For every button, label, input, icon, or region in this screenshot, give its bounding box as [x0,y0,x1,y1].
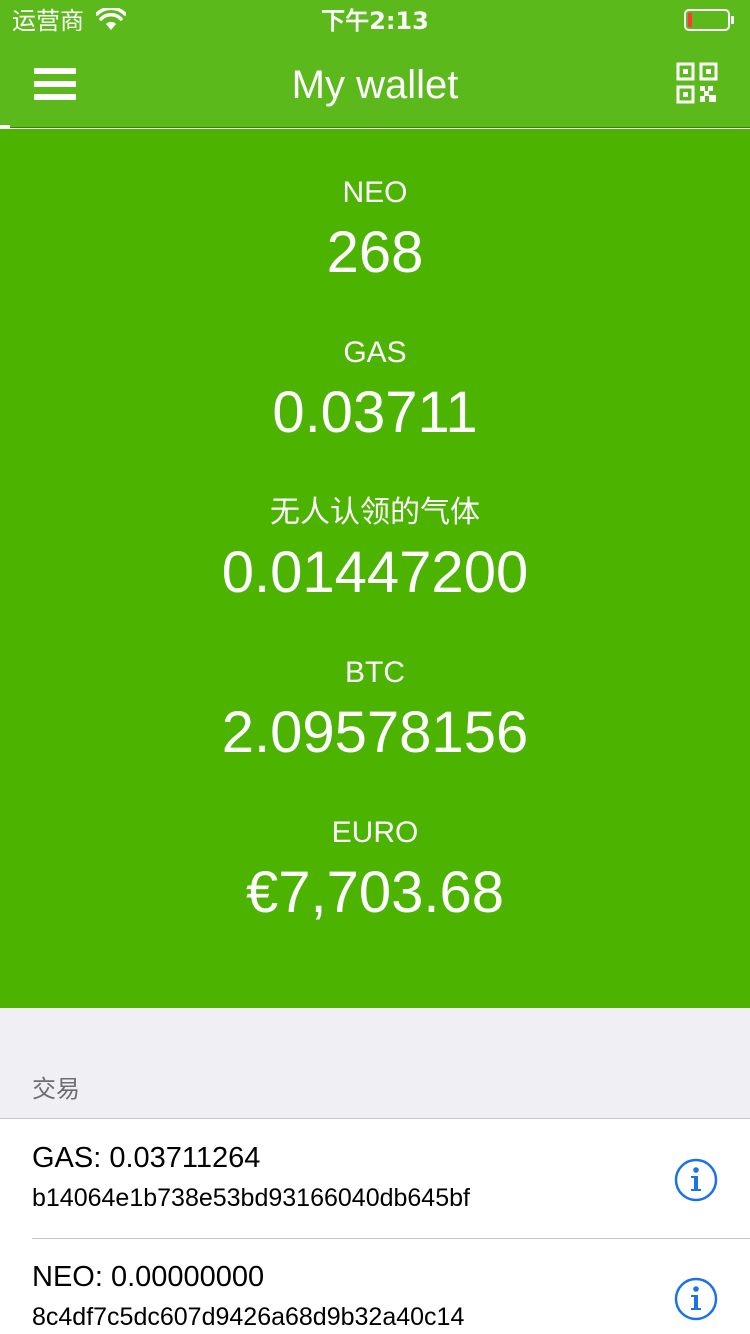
balance-value: 2.09578156 [221,700,529,765]
status-time: 下午2:13 [321,7,429,35]
transactions-section-header: 交易 [0,1008,750,1119]
balance-value: 0.03711 [272,380,478,445]
balance-panel: NEO 268 GAS 0.03711 无人认领的气体 0.01447200 B… [0,129,750,1008]
balance-value: 0.01447200 [221,540,529,605]
transaction-info-button[interactable] [674,1277,718,1321]
balance-btc: BTC 2.09578156 [0,655,750,767]
balance-label: EURO [331,816,419,849]
qr-code-icon [676,62,718,104]
menu-button[interactable] [28,60,84,108]
battery-low-icon [684,9,734,31]
carrier-label: 运营商 [12,7,84,35]
balance-unclaimed-gas: 无人认领的气体 0.01447200 [0,495,750,607]
balance-gas: GAS 0.03711 [0,335,750,447]
balance-value: €7,703.68 [245,860,505,925]
transaction-row[interactable]: GAS: 0.03711264 b14064e1b738e53bd9316604… [0,1120,750,1239]
transaction-amount: NEO: 0.00000000 [32,1261,265,1293]
info-icon [674,1158,718,1202]
hamburger-menu-icon [34,68,76,100]
info-icon [674,1277,718,1321]
balance-label: GAS [343,336,407,369]
qr-code-button[interactable] [672,58,722,108]
transaction-row[interactable]: NEO: 0.00000000 8c4df7c5dc607d9426a68d9b… [0,1239,750,1334]
row-separator [32,1238,750,1239]
balance-label: 无人认领的气体 [270,496,480,529]
balance-neo: NEO 268 [0,175,750,287]
balance-euro: EURO €7,703.68 [0,815,750,927]
status-bar: 运营商 下午2:13 [0,0,750,40]
transactions-title: 交易 [32,1075,80,1103]
wifi-icon [96,8,126,30]
transaction-hash: 8c4df7c5dc607d9426a68d9b32a40c14 [32,1303,465,1331]
page-title: My wallet [291,63,459,107]
nav-indicator [0,125,10,128]
transaction-info-button[interactable] [674,1158,718,1202]
balance-label: NEO [342,176,408,209]
transaction-amount: GAS: 0.03711264 [32,1142,261,1174]
nav-bar: My wallet [0,40,750,128]
transaction-hash: b14064e1b738e53bd93166040db645bf [32,1184,470,1212]
balance-value: 268 [326,220,424,285]
balance-label: BTC [345,656,405,689]
